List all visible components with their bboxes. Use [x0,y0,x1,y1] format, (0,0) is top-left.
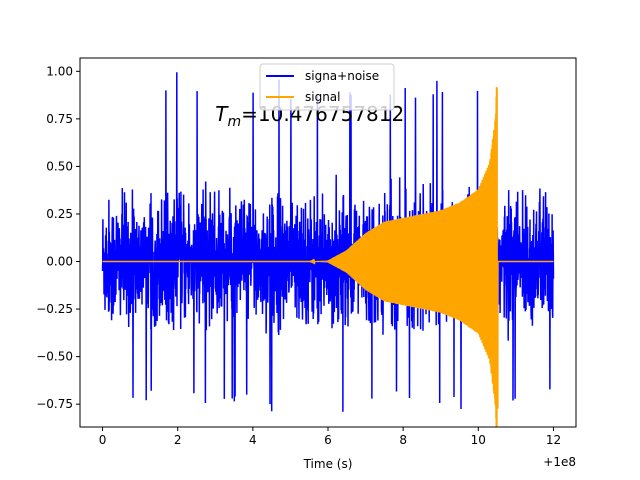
x-axis-ticks: 0 2 4 6 8 10 12 [99,427,561,447]
y-tick-label: −0.75 [36,397,73,411]
y-tick-label: 0.75 [46,112,73,126]
x-tick-label: 10 [471,433,486,447]
series-line-signal [102,87,554,427]
y-tick-label: −0.25 [36,302,73,316]
y-axis-ticks: −0.75 −0.50 −0.25 0.00 0.25 0.50 0.75 1.00 [36,64,80,411]
legend-label-signal-noise: signa+noise [305,69,379,83]
x-axis-label: Time (s) [303,457,353,471]
x-tick-label: 8 [399,433,407,447]
x-tick-label: 6 [324,433,332,447]
legend: signa+noise signal [259,63,395,111]
y-tick-label: 0.25 [46,207,73,221]
plot-area [101,72,555,427]
series-layer [101,72,555,427]
y-tick-label: 1.00 [46,64,73,78]
y-tick-label: 0.00 [46,255,73,269]
x-tick-label: 0 [99,433,107,447]
x-tick-label: 12 [546,433,561,447]
y-tick-label: −0.50 [36,350,73,364]
x-tick-label: 4 [249,433,257,447]
x-tick-label: 2 [174,433,182,447]
legend-label-signal: signal [305,90,341,104]
y-tick-label: 0.50 [46,159,73,173]
x-offset-label: +1e8 [543,455,576,469]
